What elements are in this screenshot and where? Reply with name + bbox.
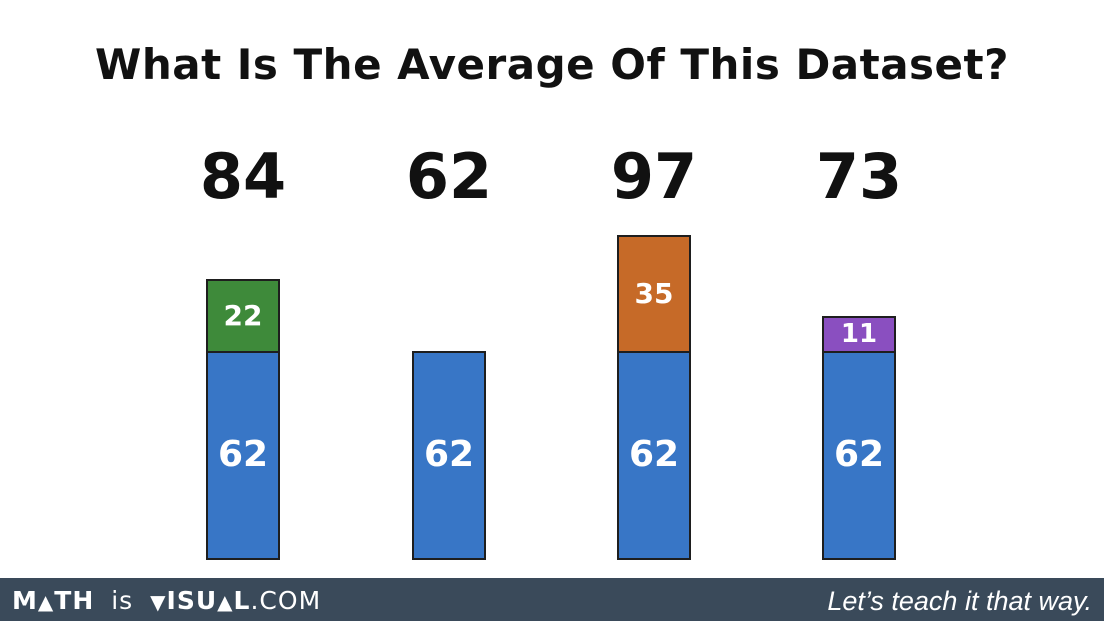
brand-logo[interactable]: M▲TH is ▼ISU▲L.COM xyxy=(12,586,321,615)
total-label: 62 xyxy=(405,140,493,213)
footer-bar: M▲TH is ▼ISU▲L.COM Let’s teach it that w… xyxy=(0,578,1104,621)
bar-base-segment: 62 xyxy=(822,350,896,560)
brand-com: .COM xyxy=(250,586,322,615)
segment-value-label: 22 xyxy=(223,298,263,332)
brand-isu: ISU xyxy=(166,586,218,615)
segment-value-label: 35 xyxy=(634,276,674,310)
segment-value-label: 62 xyxy=(423,434,475,476)
triangle-down-icon: ▼ xyxy=(150,590,167,614)
segment-value-label: 62 xyxy=(833,434,885,476)
triangle-up-icon: ▲ xyxy=(37,590,55,614)
total-label: 73 xyxy=(815,140,903,213)
bar-extra-segment: 22 xyxy=(206,278,280,353)
brand-is: is xyxy=(111,586,134,615)
triangle-up-icon-2: ▲ xyxy=(217,590,234,614)
bar-extra-segment: 11 xyxy=(822,315,896,353)
segment-value-label: 11 xyxy=(840,319,878,350)
total-label: 84 xyxy=(199,140,287,213)
tagline: Let’s teach it that way. xyxy=(827,586,1092,616)
bar-base-segment: 62 xyxy=(206,350,280,560)
segment-value-label: 62 xyxy=(217,434,269,476)
bar-base-segment: 62 xyxy=(412,350,486,560)
total-label: 97 xyxy=(610,140,698,213)
bar-extra-segment: 35 xyxy=(617,235,691,353)
brand-m: M xyxy=(12,586,38,615)
segment-value-label: 62 xyxy=(628,434,680,476)
brand-l: L xyxy=(233,586,251,615)
chart-title: What Is The Average Of This Dataset? xyxy=(95,40,1009,89)
brand-th: TH xyxy=(54,586,95,615)
bar-base-segment: 62 xyxy=(617,350,691,560)
